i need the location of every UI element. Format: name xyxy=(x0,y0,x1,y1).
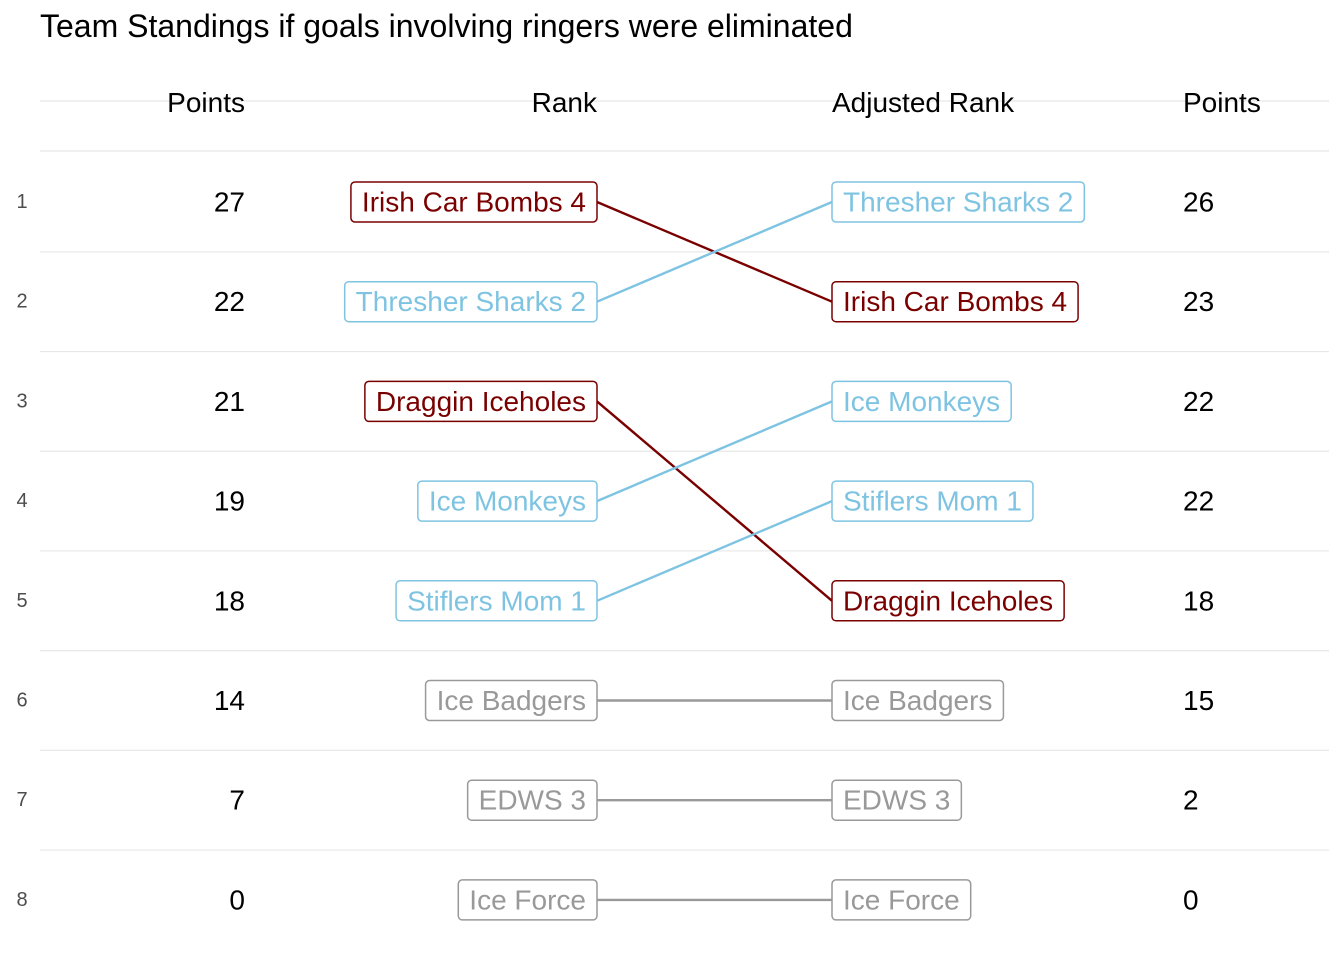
points-value: 18 xyxy=(214,585,245,616)
adjusted-rank-team-label: Ice Force xyxy=(831,879,972,921)
points-value: 19 xyxy=(214,486,245,517)
team-labels: Irish Car Bombs 4 Irish Car Bombs 4 Thresh… xyxy=(343,181,1086,921)
team-name: Draggin Iceholes xyxy=(376,386,586,417)
team-name: Thresher Sharks 2 xyxy=(843,187,1073,218)
gridlines xyxy=(40,100,1329,851)
rank-tick-label: 5 xyxy=(16,590,27,612)
adjusted-rank-team-label: Ice Badgers xyxy=(831,679,1005,722)
adjusted-rank-team-label: Draggin Iceholes xyxy=(831,580,1065,622)
points-value: 14 xyxy=(214,685,245,716)
points-value: 7 xyxy=(229,785,245,816)
label-box xyxy=(350,181,598,223)
rank-team-label: Stiflers Mom 1 xyxy=(395,580,598,622)
label-box xyxy=(831,779,963,821)
slope-line xyxy=(596,400,833,503)
label-box xyxy=(831,280,1079,323)
rank-team-label: EDWS 3 xyxy=(466,779,598,821)
team-name: Stiflers Mom 1 xyxy=(407,585,586,616)
rank-tick-label: 4 xyxy=(16,490,27,512)
label-box xyxy=(417,480,598,522)
label-box xyxy=(395,580,598,622)
team-name: Ice Force xyxy=(469,884,586,915)
adjusted-points-value: 22 xyxy=(1183,486,1214,517)
slope-lines xyxy=(596,200,833,902)
label-box xyxy=(424,679,598,722)
rank-team-label: Ice Badgers xyxy=(424,679,598,722)
team-name: Thresher Sharks 2 xyxy=(356,286,586,317)
slope-line xyxy=(596,200,833,303)
team-name: Stiflers Mom 1 xyxy=(843,486,1022,517)
team-name: Draggin Iceholes xyxy=(843,585,1053,616)
adjusted-points-value: 23 xyxy=(1183,286,1214,317)
label-box xyxy=(831,580,1065,622)
rank-team-label: Draggin Iceholes xyxy=(364,380,598,423)
team-name: Ice Monkeys xyxy=(843,386,1000,417)
points-value: 22 xyxy=(214,286,245,317)
adjusted-points-value: 15 xyxy=(1183,685,1214,716)
rank-tick-label: 6 xyxy=(16,690,27,712)
chart-title: Team Standings if goals involving ringer… xyxy=(40,8,853,44)
rank-axis: 1 2 3 4 5 6 7 8 xyxy=(16,191,27,911)
slope-line xyxy=(596,400,833,602)
team-name: Ice Badgers xyxy=(843,685,992,716)
adjusted-rank-team-label: EDWS 3 xyxy=(831,779,963,821)
label-box xyxy=(831,181,1086,223)
label-box xyxy=(364,380,598,423)
team-name: Irish Car Bombs 4 xyxy=(362,187,586,218)
points-value: 27 xyxy=(214,187,245,218)
slope-line xyxy=(596,499,833,602)
rank-header: Rank xyxy=(532,87,598,118)
rank-tick-label: 1 xyxy=(16,191,27,213)
adjusted-rank-team-label: Irish Car Bombs 4 xyxy=(831,280,1079,323)
adjusted-points-value: 18 xyxy=(1183,585,1214,616)
label-box xyxy=(466,779,598,821)
points-value: 21 xyxy=(214,386,245,417)
team-name: Ice Force xyxy=(843,884,960,915)
rank-tick-label: 2 xyxy=(16,291,27,313)
rank-tick-label: 7 xyxy=(16,789,27,811)
rank-tick-label: 8 xyxy=(16,889,27,911)
points-columns: 27 23 22 26 21 18 19 22 18 22 14 15 7 2 0 0 xyxy=(214,187,1214,916)
label-box xyxy=(343,280,598,323)
rank-team-label: Ice Force xyxy=(457,879,598,921)
adjusted-rank-header: Adjusted Rank xyxy=(832,87,1015,118)
rank-team-label: Ice Monkeys xyxy=(417,480,598,522)
team-name: Ice Monkeys xyxy=(429,486,586,517)
team-name: Irish Car Bombs 4 xyxy=(843,286,1067,317)
right-points-header: Points xyxy=(1183,87,1261,118)
label-box xyxy=(831,679,1005,722)
rank-team-label: Irish Car Bombs 4 xyxy=(350,181,598,223)
left-points-header: Points xyxy=(167,87,245,118)
label-box xyxy=(457,879,598,921)
team-name: EDWS 3 xyxy=(843,785,950,816)
team-name: EDWS 3 xyxy=(479,785,586,816)
points-value: 0 xyxy=(229,884,245,915)
adjusted-points-value: 22 xyxy=(1183,386,1214,417)
adjusted-rank-team-label: Thresher Sharks 2 xyxy=(831,181,1086,223)
rank-tick-label: 3 xyxy=(16,390,27,412)
adjusted-points-value: 2 xyxy=(1183,785,1199,816)
adjusted-points-value: 0 xyxy=(1183,884,1199,915)
team-name: Ice Badgers xyxy=(437,685,586,716)
label-box xyxy=(831,380,1012,423)
adjusted-rank-team-label: Ice Monkeys xyxy=(831,380,1012,423)
label-box xyxy=(831,480,1034,522)
adjusted-points-value: 26 xyxy=(1183,187,1214,218)
column-headers: Points Rank Adjusted Rank Points xyxy=(167,87,1261,118)
rank-team-label: Thresher Sharks 2 xyxy=(343,280,598,323)
label-box xyxy=(831,879,972,921)
adjusted-rank-team-label: Stiflers Mom 1 xyxy=(831,480,1034,522)
